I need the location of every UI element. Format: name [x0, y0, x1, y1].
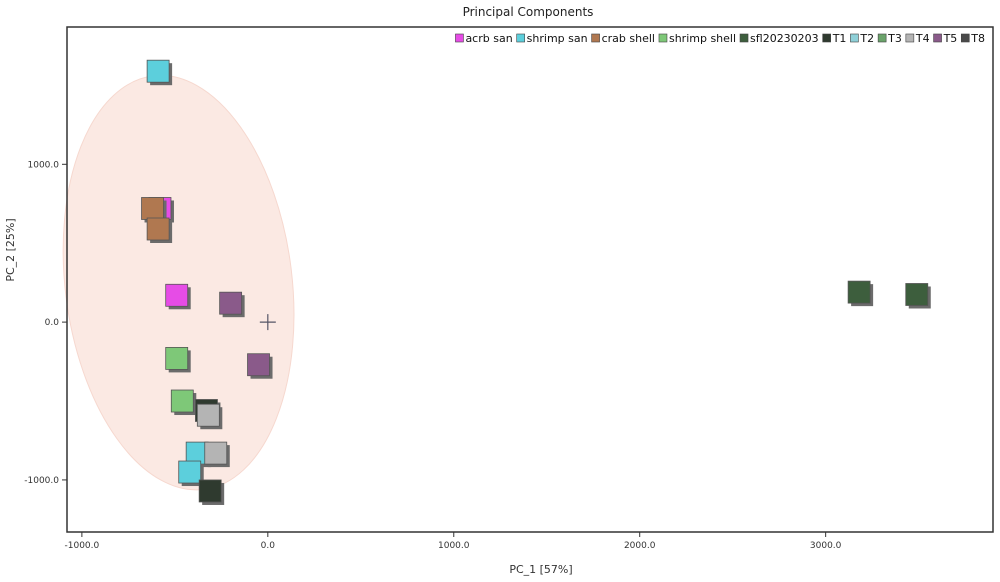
- data-point: [170, 389, 197, 416]
- legend-swatch: [739, 33, 749, 43]
- data-point: [196, 403, 223, 430]
- legend-item: acrb san: [455, 32, 513, 45]
- x-tick-label: 2000.0: [624, 541, 656, 551]
- data-point: [905, 283, 931, 309]
- chart-title: Principal Components: [463, 5, 594, 19]
- data-point: [178, 460, 204, 487]
- legend-label: shrimp shell: [669, 32, 736, 45]
- legend-item: T8: [960, 32, 985, 45]
- y-tick-label: 0.0: [45, 318, 60, 328]
- plot-area: [66, 26, 994, 533]
- legend-item: T4: [905, 32, 930, 45]
- legend-swatch: [850, 33, 859, 43]
- legend-swatch: [591, 33, 600, 43]
- legend-label: T1: [832, 32, 847, 45]
- x-tick-label: 3000.0: [810, 541, 842, 551]
- legend-swatch: [933, 33, 942, 43]
- legend-label: crab shell: [602, 32, 655, 45]
- legend-item: crab shell: [591, 32, 655, 45]
- data-point: [146, 59, 173, 86]
- legend-label: sfl20230203: [750, 32, 819, 45]
- legend-swatch: [877, 33, 887, 43]
- data-point: [198, 479, 225, 505]
- x-tick-label: 1000.0: [438, 541, 470, 551]
- data-point: [219, 291, 245, 318]
- data-point: [847, 280, 874, 307]
- legend-swatch: [455, 33, 464, 43]
- confidence-ellipse: [62, 74, 295, 491]
- x-tick-label: 0.0: [261, 541, 276, 551]
- legend-swatch: [905, 33, 915, 43]
- legend-label: T2: [859, 32, 874, 45]
- legend-swatch: [516, 33, 525, 43]
- data-point: [141, 197, 167, 223]
- data-point: [165, 347, 191, 373]
- data-point: [204, 441, 230, 468]
- legend-item: T3: [877, 32, 902, 45]
- legend-item: T2: [850, 32, 874, 45]
- x-axis-label: PC_1 [57%]: [509, 563, 572, 576]
- y-tick-label: 1000.0: [28, 160, 60, 170]
- legend-swatch: [960, 33, 970, 43]
- legend-label: T8: [970, 32, 985, 45]
- legend-item: T1: [822, 32, 847, 45]
- legend-label: T4: [915, 32, 930, 45]
- legend-swatch: [658, 33, 668, 43]
- data-point: [247, 353, 273, 379]
- legend-label: T5: [943, 32, 958, 45]
- legend-swatch: [822, 33, 831, 43]
- data-point: [146, 217, 173, 243]
- legend-item: T5: [933, 32, 958, 45]
- legend-item: sfl20230203: [739, 32, 819, 45]
- legend-label: T3: [887, 32, 902, 45]
- y-tick-label: -1000.0: [24, 476, 59, 486]
- y-axis-label: PC_2 [25%]: [4, 218, 17, 281]
- data-point: [165, 283, 191, 310]
- legend: acrb san shrimp san crab shell shrimp shell…: [455, 32, 985, 45]
- center-marker: [259, 314, 276, 331]
- legend-item: shrimp shell: [658, 32, 736, 45]
- legend-label: acrb san: [465, 32, 512, 45]
- x-tick-label: -1000.0: [65, 541, 100, 551]
- legend-item: shrimp san: [516, 32, 588, 45]
- legend-label: shrimp san: [527, 32, 588, 45]
